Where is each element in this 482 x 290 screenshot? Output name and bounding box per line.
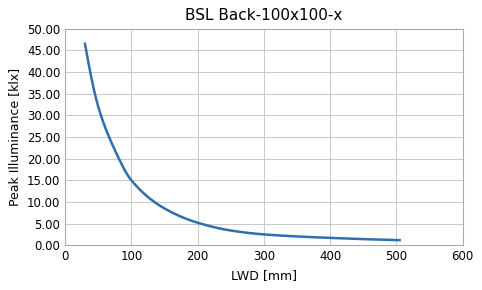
- Y-axis label: Peak Illuminance [klx]: Peak Illuminance [klx]: [8, 68, 21, 206]
- Title: BSL Back-100x100-x: BSL Back-100x100-x: [185, 8, 343, 23]
- X-axis label: LWD [mm]: LWD [mm]: [231, 269, 297, 282]
